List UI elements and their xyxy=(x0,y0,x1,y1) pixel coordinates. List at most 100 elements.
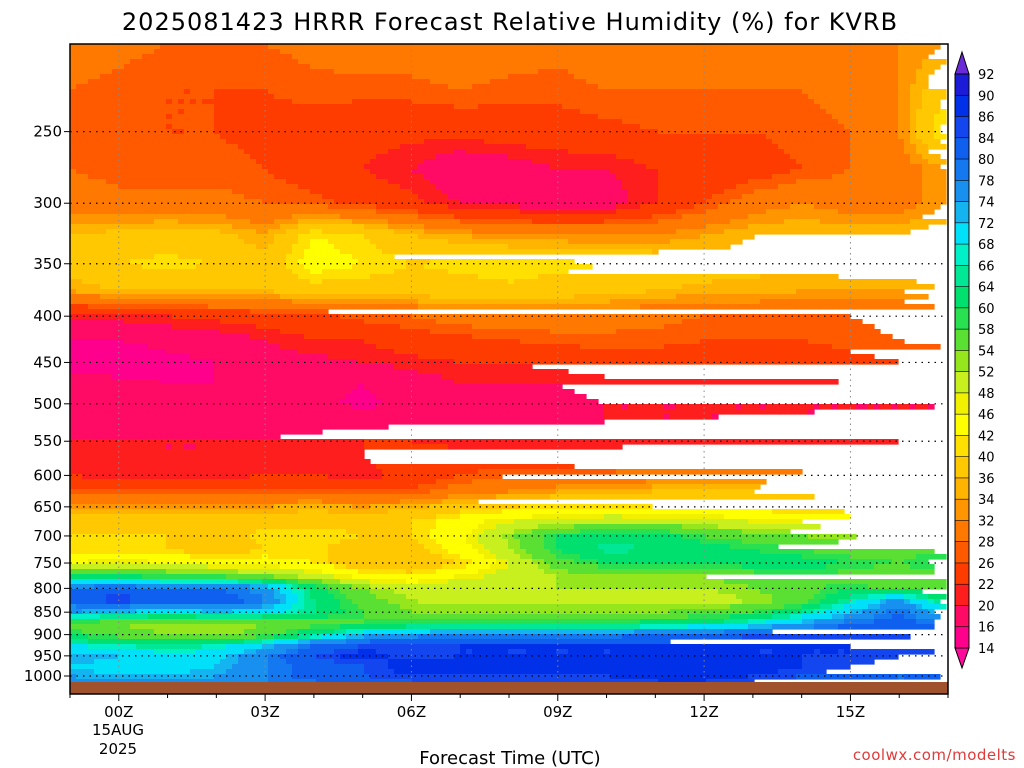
contour-cell xyxy=(916,149,929,155)
contour-cell xyxy=(70,529,257,535)
contour-cell xyxy=(328,549,431,555)
contour-cell xyxy=(742,194,923,200)
contour-cell xyxy=(322,194,419,200)
contour-cell xyxy=(556,539,701,545)
contour-cell xyxy=(106,229,221,235)
contour-cell xyxy=(88,639,245,645)
contour-cell xyxy=(334,594,347,600)
contour-cell xyxy=(76,84,449,90)
contour-cell xyxy=(856,404,869,410)
contour-cell xyxy=(430,629,635,635)
contour-cell xyxy=(442,374,605,380)
colorbar-swatch xyxy=(955,499,969,521)
contour-cell xyxy=(532,554,557,560)
contour-cell xyxy=(328,554,443,560)
contour-cell xyxy=(70,614,101,620)
contour-cell xyxy=(70,349,167,355)
contour-cell xyxy=(334,574,353,580)
contour-cell xyxy=(454,574,485,580)
contour-cell xyxy=(340,589,371,595)
contour-cell xyxy=(742,539,839,545)
contour-cell xyxy=(520,204,617,210)
contour-cell xyxy=(388,664,803,670)
contour-cell xyxy=(706,209,767,215)
contour-cell xyxy=(274,239,299,245)
contour-cell xyxy=(70,629,83,635)
contour-cell xyxy=(634,629,725,635)
contour-cell xyxy=(676,294,929,300)
credit-link[interactable]: coolwx.com/modelts xyxy=(853,746,1016,764)
contour-cell xyxy=(454,654,803,660)
contour-cell xyxy=(250,534,359,540)
contour-cell xyxy=(934,119,947,125)
colorbar-legend: 92 90 86 84 80 78 74 72 68 66 64 60 58 54 52 48 46 42 40 36… xyxy=(954,50,995,670)
contour-cell xyxy=(214,114,599,120)
contour-cell xyxy=(472,649,509,655)
contour-cell xyxy=(772,509,845,515)
contour-cell xyxy=(922,94,947,100)
colorbar-swatch xyxy=(955,116,969,139)
contour-cell xyxy=(898,94,911,100)
contour-cell xyxy=(910,104,923,110)
contour-cell xyxy=(844,619,875,625)
x-tick-label: 00Z xyxy=(104,703,133,721)
contour-cell xyxy=(376,204,449,210)
contour-cell xyxy=(262,199,335,205)
contour-cell xyxy=(874,404,881,410)
contour-cell xyxy=(352,254,395,260)
contour-cell xyxy=(70,679,269,685)
contour-cell xyxy=(286,599,299,605)
x-tick-label: 15Z xyxy=(836,703,865,721)
contour-cell xyxy=(772,624,815,630)
contour-cell xyxy=(898,79,917,85)
contour-cell xyxy=(70,244,257,250)
y-tick-label: 500 xyxy=(33,395,62,413)
contour-cell xyxy=(70,494,449,500)
colorbar-label: 58 xyxy=(978,323,995,338)
contour-cell xyxy=(802,89,899,95)
contour-cell xyxy=(112,69,335,75)
contour-cell xyxy=(646,164,803,170)
contour-cell xyxy=(262,599,281,605)
contour-cell xyxy=(262,644,275,650)
contour-cell xyxy=(100,619,365,625)
contour-cell xyxy=(904,614,917,620)
contour-cell xyxy=(622,404,629,410)
contour-cell xyxy=(70,289,77,295)
contour-cell xyxy=(790,154,851,160)
contour-cell xyxy=(826,584,869,590)
contour-cell xyxy=(430,329,551,335)
contour-cell xyxy=(478,104,563,110)
contour-cell xyxy=(190,354,329,360)
contour-cell xyxy=(262,594,275,600)
contour-cell xyxy=(268,244,293,250)
contour-cell xyxy=(610,649,761,655)
contour-cell xyxy=(322,569,359,575)
contour-cell xyxy=(838,404,857,410)
contour-cell xyxy=(304,569,323,575)
contour-cell xyxy=(898,124,911,130)
contour-cell xyxy=(748,179,797,185)
contour-cell xyxy=(70,234,239,240)
contour-cell xyxy=(628,549,761,555)
contour-cell xyxy=(154,219,179,225)
contour-cell xyxy=(460,514,533,520)
contour-cell xyxy=(166,349,299,355)
contour-cell xyxy=(682,534,707,540)
contour-cell xyxy=(280,49,899,55)
contour-cell xyxy=(310,589,329,595)
contour-cell xyxy=(70,564,209,570)
contour-cell xyxy=(904,599,911,605)
contour-cell xyxy=(742,599,773,605)
contour-cell xyxy=(70,669,95,675)
contour-cell xyxy=(922,604,941,610)
contour-cell xyxy=(70,649,155,655)
contour-cell xyxy=(358,384,365,390)
contour-cell xyxy=(364,609,413,615)
contour-cell xyxy=(850,554,917,560)
contour-cell xyxy=(808,409,815,415)
contour-cell xyxy=(586,79,899,85)
contour-cell xyxy=(616,209,677,215)
contour-cell xyxy=(838,119,899,125)
